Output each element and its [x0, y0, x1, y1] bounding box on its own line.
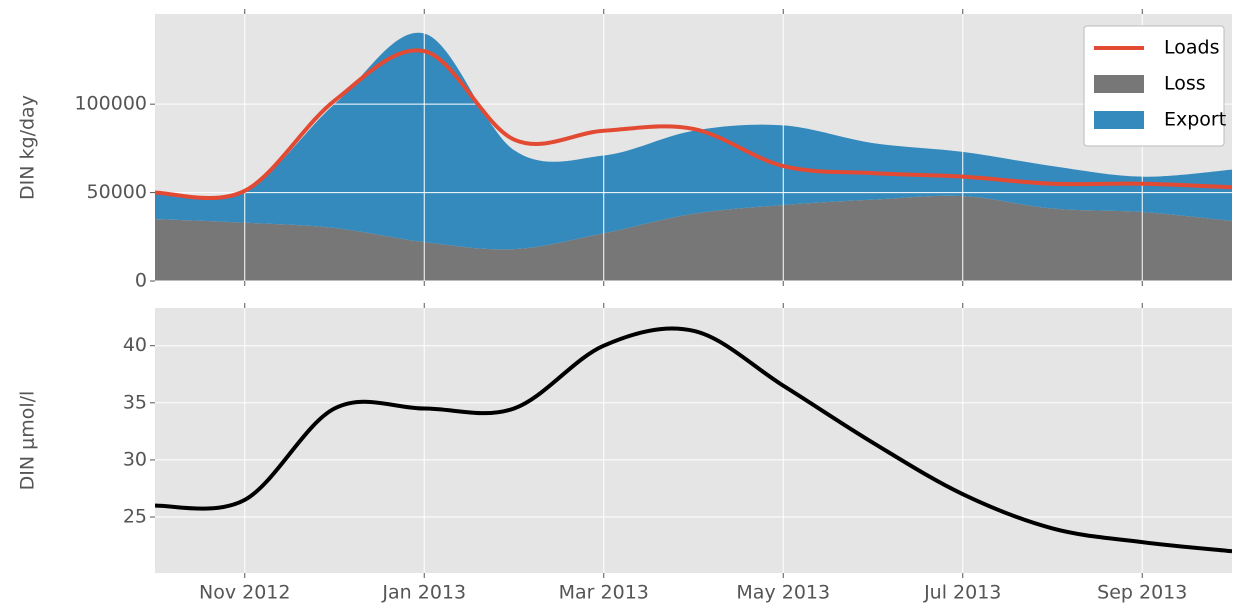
x-tick-label: Sep 2013	[1097, 582, 1187, 604]
y-tick-label: 50000	[87, 181, 147, 203]
line	[155, 326, 1232, 554]
y-tick-label: 25	[123, 506, 147, 528]
plot	[155, 14, 1232, 281]
y-tick-label: 35	[123, 391, 147, 413]
x-tick-label: May 2013	[736, 582, 830, 604]
legend-label: Export	[1164, 109, 1226, 131]
y-axis-label: DIN μmol/l	[17, 391, 39, 491]
y-tick-label: 100000	[74, 93, 147, 115]
legend-swatch	[1094, 111, 1144, 129]
line	[155, 48, 1232, 200]
x-tick-label: Jan 2013	[381, 582, 466, 604]
x-tick-label: Jul 2013	[923, 582, 1001, 604]
y-tick-label: 0	[135, 270, 147, 292]
legend-label: Loss	[1164, 73, 1206, 95]
x-tick-label: Mar 2013	[559, 582, 649, 604]
y-tick-label: 30	[123, 448, 147, 470]
y-tick-label: 40	[123, 334, 147, 356]
legend-label: Loads	[1164, 37, 1219, 59]
plot	[155, 308, 1232, 573]
x-tick-label: Nov 2012	[199, 582, 290, 604]
y-axis-label: DIN kg/day	[17, 95, 39, 200]
legend-swatch	[1094, 75, 1144, 93]
